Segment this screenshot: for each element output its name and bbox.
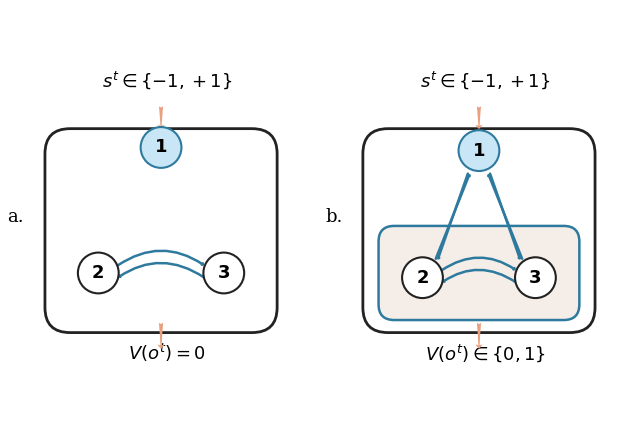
Text: 1: 1 (473, 142, 485, 160)
Text: b.: b. (325, 207, 342, 226)
Text: $s^t \in \{-1, +1\}$: $s^t \in \{-1, +1\}$ (102, 69, 232, 90)
Text: 1: 1 (155, 139, 167, 156)
Text: 2: 2 (416, 269, 429, 287)
Text: $s^t \in \{-1, +1\}$: $s^t \in \{-1, +1\}$ (420, 69, 550, 90)
Text: 3: 3 (529, 269, 541, 287)
Text: $V(o^t) \in \{0, 1\}$: $V(o^t) \in \{0, 1\}$ (425, 343, 546, 364)
Circle shape (204, 252, 244, 294)
Text: $V(o^t) = 0$: $V(o^t) = 0$ (129, 342, 206, 364)
Circle shape (78, 252, 118, 294)
Text: a.: a. (7, 207, 24, 226)
FancyBboxPatch shape (363, 129, 595, 333)
Text: 2: 2 (92, 264, 104, 282)
Circle shape (459, 130, 499, 171)
FancyBboxPatch shape (45, 129, 277, 333)
Text: 3: 3 (218, 264, 230, 282)
Circle shape (515, 257, 556, 298)
FancyBboxPatch shape (378, 226, 579, 320)
Circle shape (402, 257, 443, 298)
Circle shape (141, 127, 181, 168)
